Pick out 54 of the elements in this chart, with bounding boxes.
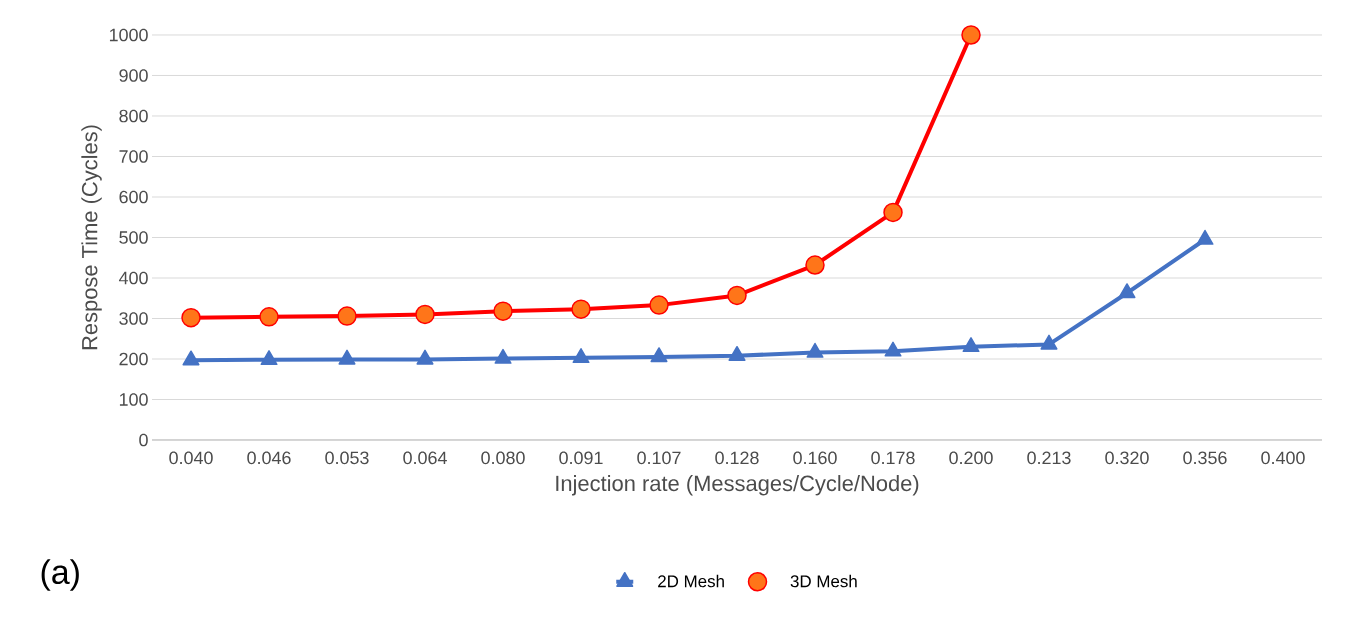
point — [571, 299, 591, 319]
point — [727, 285, 747, 306]
x-tick-label: 0.053 — [325, 451, 369, 465]
point — [650, 347, 668, 363]
point — [1040, 334, 1058, 350]
x-tick-label: 0.128 — [715, 451, 759, 465]
y-tick-label: 100 — [119, 393, 148, 406]
point — [1118, 283, 1136, 299]
x-tick-label: 0.178 — [871, 451, 915, 465]
y-tick-label: 600 — [119, 190, 148, 204]
point — [572, 348, 590, 364]
x-tick-label: 0.091 — [559, 451, 603, 465]
y-axis-title: Respose Time (Cycles) — [81, 125, 102, 350]
point — [962, 337, 980, 353]
y-tick-label: 300 — [119, 312, 148, 325]
y-tick-label: 400 — [118, 271, 148, 285]
x-tick-label: 0.320 — [1105, 451, 1149, 465]
point — [649, 295, 669, 315]
y-tick-label: 900 — [119, 69, 148, 82]
x-tick-label: 0.160 — [793, 451, 837, 465]
text: (a) — [41, 559, 79, 591]
x-tick-label: 0.400 — [1261, 451, 1305, 465]
y-tick-label: 1000 — [109, 28, 148, 42]
point — [494, 348, 512, 364]
point — [337, 306, 357, 326]
point — [883, 202, 903, 223]
y-tick-label: 800 — [119, 109, 148, 123]
point — [415, 304, 435, 325]
x-axis-title: Injection rate (Messages/Cycle/Node) — [556, 475, 919, 496]
y-tick-label: 700 — [119, 150, 148, 163]
legend-label: 3D Mesh — [790, 574, 857, 588]
point — [805, 255, 825, 275]
y-tick-label: 200 — [119, 352, 148, 366]
x-tick-label: 0.200 — [949, 451, 993, 465]
x-tick-label: 0.064 — [403, 451, 447, 465]
x-tick-label: 0.080 — [481, 451, 525, 465]
point — [182, 350, 200, 366]
y-tick-label: 0 — [139, 433, 148, 447]
legend-label: 2D Mesh — [658, 574, 724, 588]
point — [338, 349, 356, 365]
x-tick-label: 0.040 — [169, 451, 213, 465]
point — [416, 349, 434, 365]
x-tick-label: 0.356 — [1183, 451, 1227, 465]
point — [181, 307, 201, 328]
point — [728, 346, 746, 361]
point — [806, 342, 824, 358]
y-tick-label: 500 — [119, 231, 148, 244]
x-tick-label: 0.213 — [1027, 451, 1071, 465]
point — [493, 301, 513, 321]
x-tick-label: 0.107 — [637, 451, 681, 465]
point — [260, 350, 278, 366]
point — [884, 341, 902, 357]
x-tick-label: 0.046 — [247, 451, 291, 465]
point — [259, 307, 279, 327]
